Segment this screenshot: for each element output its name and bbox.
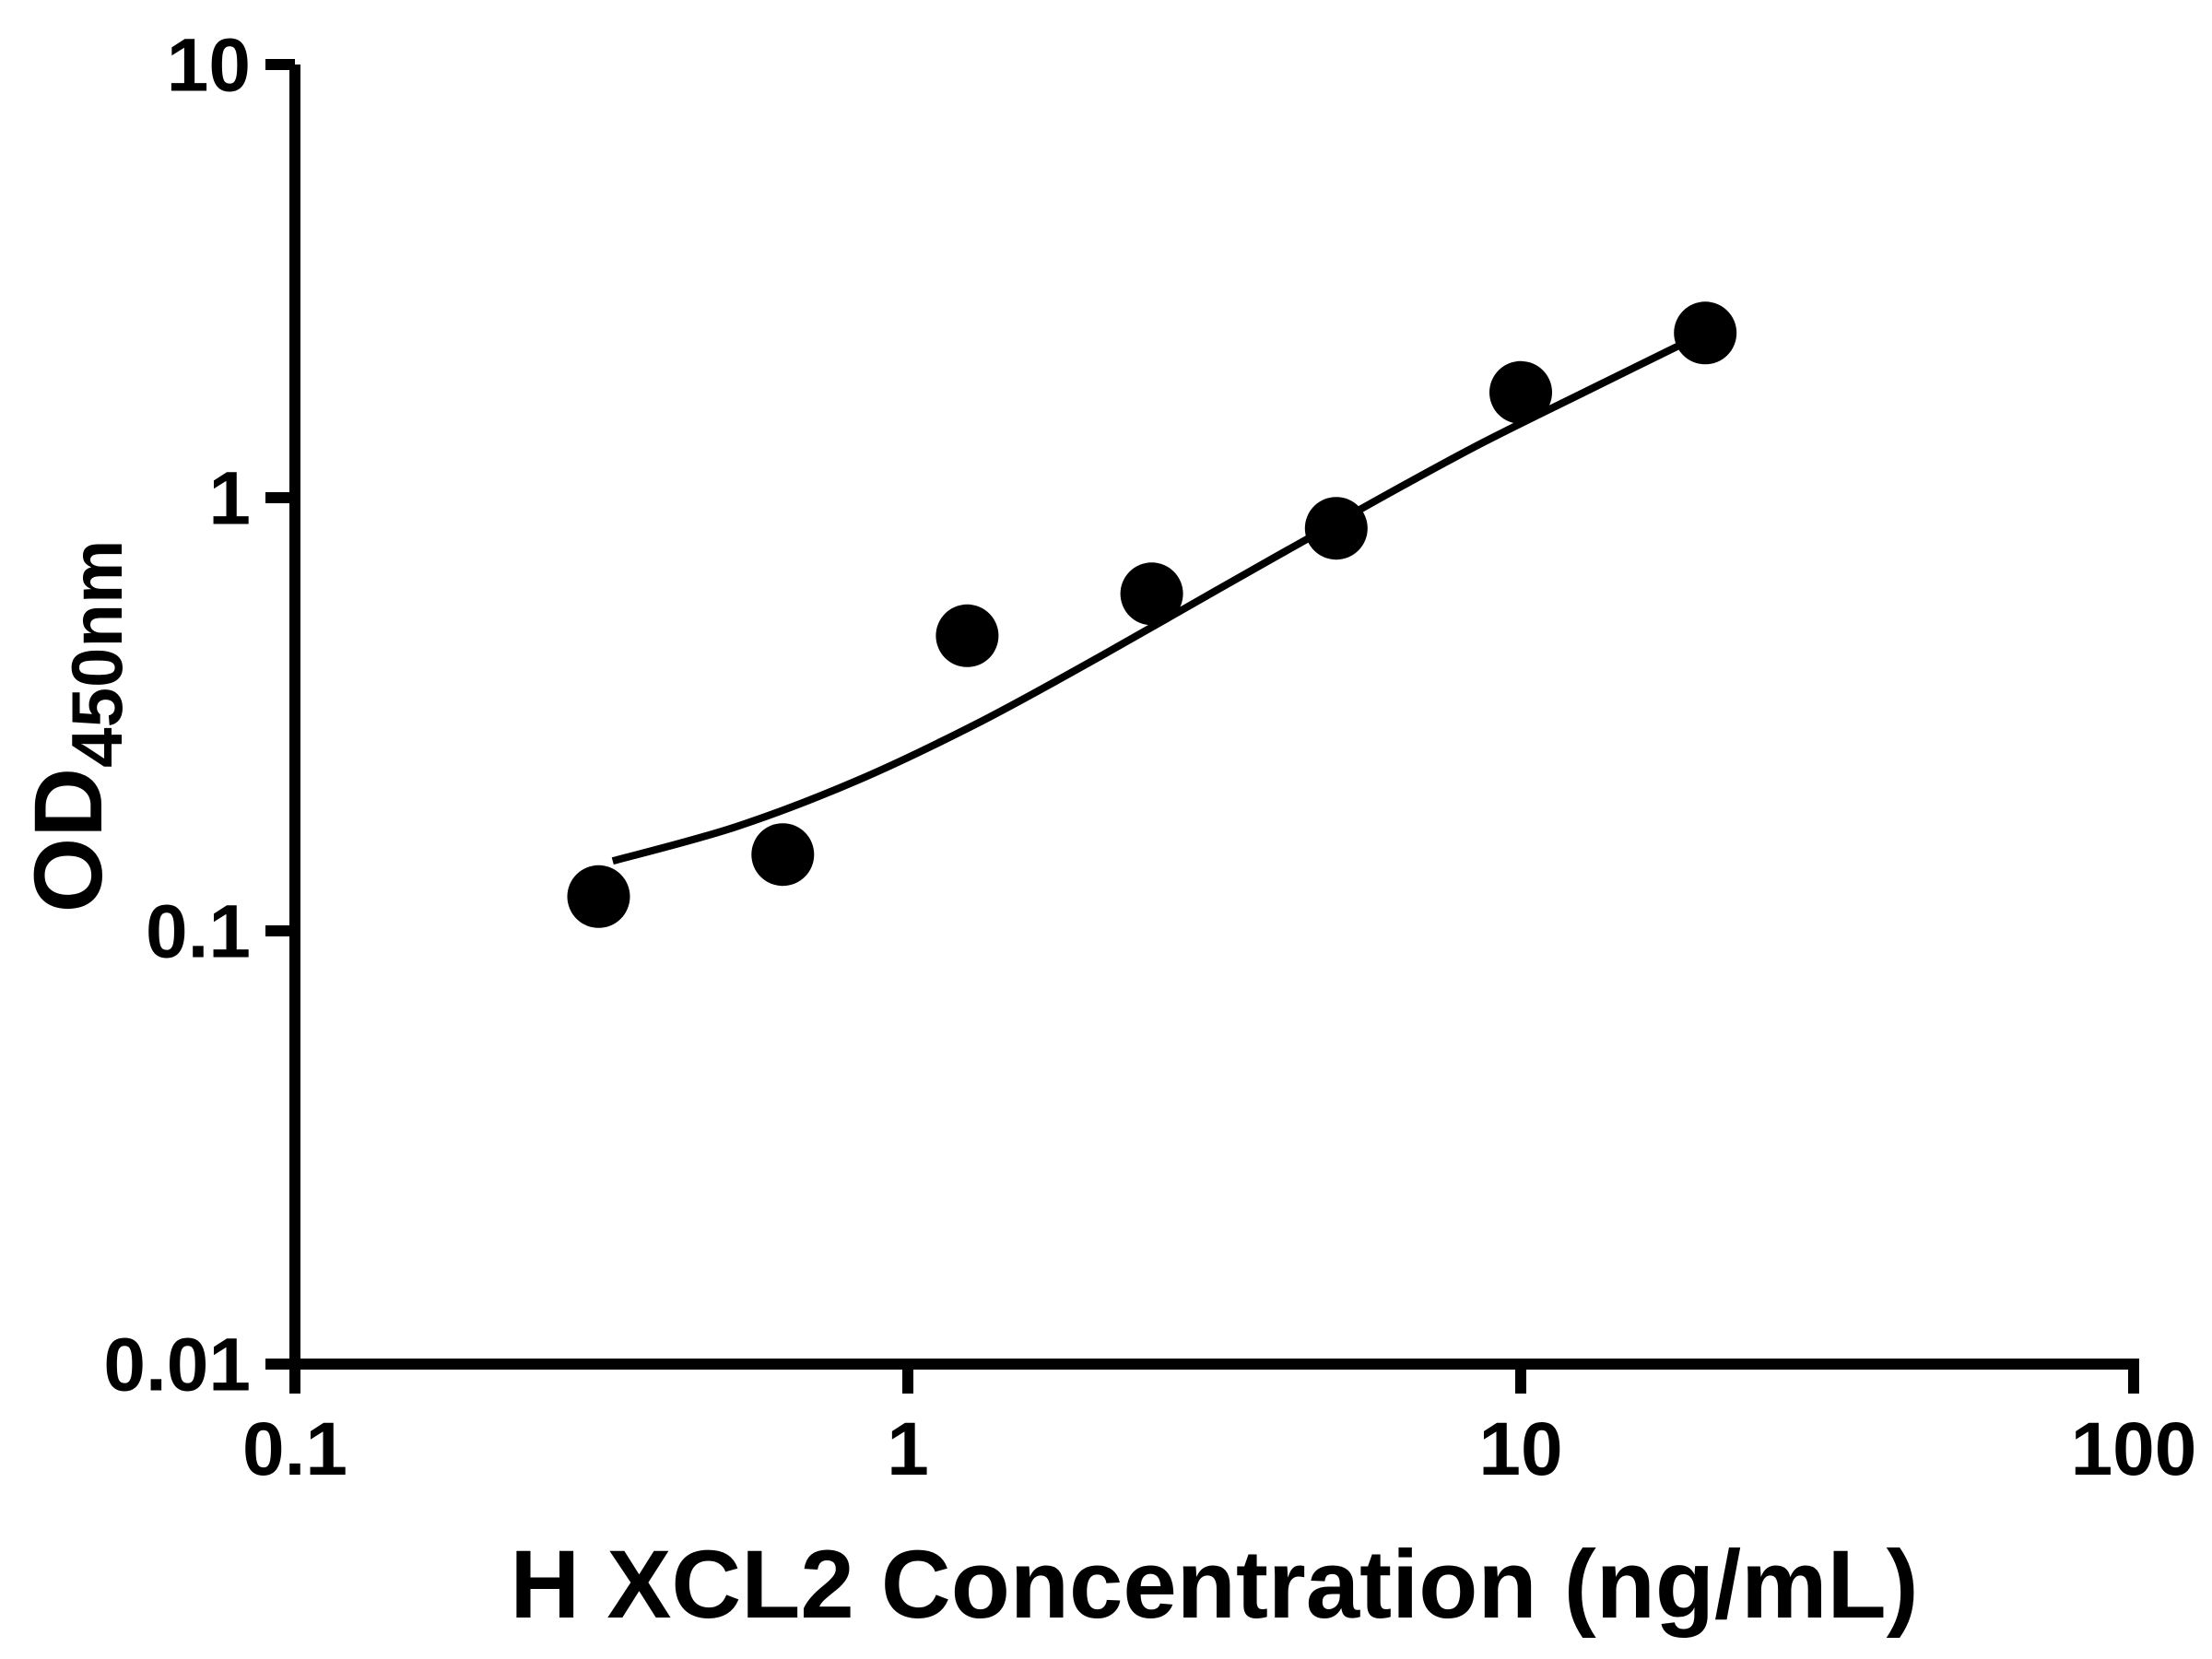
data-point (751, 823, 815, 887)
x-tick-label: 1 (887, 1407, 929, 1491)
y-tick-label: 10 (167, 24, 251, 108)
y-tick-label: 0.1 (146, 890, 251, 974)
data-point (935, 604, 999, 667)
y-tick-label: 1 (208, 457, 251, 541)
x-tick-label: 10 (1478, 1407, 1562, 1491)
data-point (567, 865, 630, 928)
y-tick-label: 0.01 (103, 1324, 251, 1407)
data-point (1304, 497, 1368, 560)
y-axis-title-main: OD (15, 768, 123, 913)
axes (289, 65, 2139, 1370)
x-axis-title: H XCL2 Concentration (ng/mL) (510, 1531, 1918, 1639)
data-point (1674, 301, 1737, 365)
y-axis-title: OD450nm (15, 540, 137, 913)
data-point (1489, 360, 1552, 424)
x-tick-label: 0.1 (242, 1407, 347, 1491)
data-point (1120, 562, 1183, 626)
y-axis-title-subscript: 450nm (56, 540, 137, 768)
x-tick-label: 100 (2071, 1407, 2197, 1491)
